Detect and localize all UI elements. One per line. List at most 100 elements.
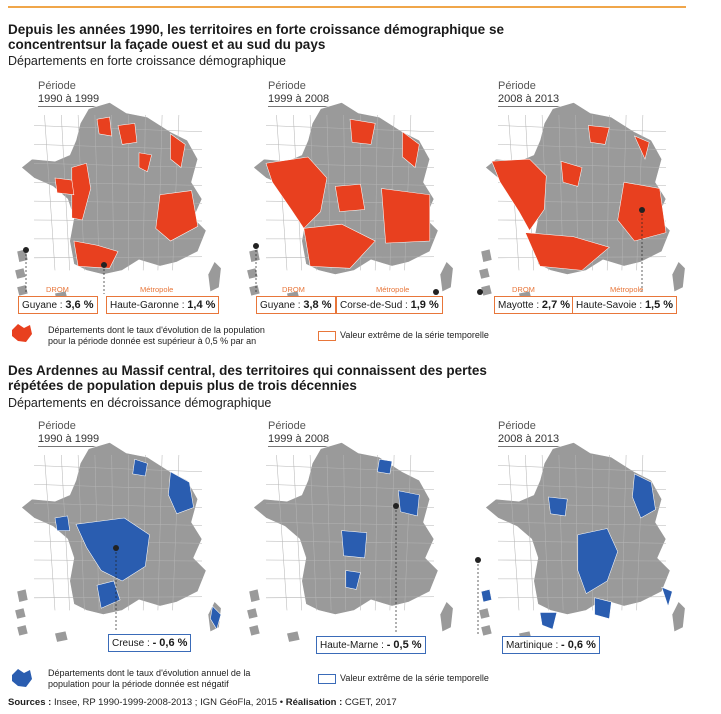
period-range: 2008 à 2013 [498, 433, 570, 447]
callout-value: 3,8 % [303, 299, 332, 311]
callout-name: Guyane : [260, 300, 304, 311]
drom-tag: DROM [282, 285, 305, 294]
department-border [61, 454, 70, 611]
france-map [247, 442, 453, 642]
callout-name: Guyane : [22, 300, 66, 311]
callout-name: Haute-Garonne : [110, 300, 188, 311]
highlighted-department [560, 160, 583, 187]
department-border [497, 596, 667, 599]
legend-fill-swatch-red [12, 324, 32, 342]
department-border [326, 454, 332, 611]
department-border [404, 454, 412, 611]
highlighted-department [491, 158, 547, 231]
highlighted-department [632, 473, 656, 519]
department-border [33, 465, 203, 473]
highlighted-department [54, 177, 75, 196]
department-border [33, 163, 203, 168]
highlighted-department [539, 612, 558, 630]
drom-shape [17, 625, 28, 636]
extreme-value-callout: Haute-Garonne : 1,4 % [106, 296, 220, 314]
period-range: 1999 à 2008 [268, 433, 340, 447]
highlighted-department [210, 605, 222, 630]
highlighted-department [96, 580, 121, 609]
department-border [157, 114, 163, 271]
drom-shape [249, 285, 260, 296]
drom-shape [17, 249, 28, 262]
department-border [541, 454, 549, 611]
drom-shape [247, 608, 258, 619]
highlighted-department [54, 515, 71, 531]
department-border [497, 125, 667, 133]
legend-box-swatch-orange [318, 331, 336, 341]
highlighted-department [548, 496, 568, 517]
highlighted-department [303, 223, 376, 269]
highlighted-department [587, 125, 610, 145]
legend-fill-text-2: Départements dont le taux d'évolution an… [48, 668, 251, 689]
drom-shape [249, 589, 260, 602]
drom-shape [15, 268, 26, 279]
highlighted-department [376, 458, 393, 475]
callout-value: 3,6 % [65, 299, 94, 311]
highlighted-department [138, 152, 152, 173]
department-border [525, 454, 534, 611]
corse-shape [672, 602, 685, 632]
department-border [558, 454, 564, 611]
corse-shape [440, 262, 453, 292]
section2-subtitle: Départements en décroissance démographiq… [8, 396, 272, 410]
department-border [606, 114, 610, 271]
period-label: Période 1999 à 2008 [268, 420, 340, 447]
department-border [142, 114, 146, 271]
highlighted-department [117, 123, 138, 145]
corse-shape [440, 602, 453, 632]
highlighted-department [661, 586, 673, 608]
metropole-tag: Métropole [140, 285, 174, 294]
extreme-value-callout: Haute-Savoie : 1,5 % [572, 296, 678, 314]
extreme-value-callout: Creuse : - 0,6 % [108, 634, 192, 652]
drom-shape [17, 589, 28, 602]
callout-name: Mayotte : [498, 300, 542, 311]
extreme-value-callout: Martinique : - 0,6 % [502, 636, 600, 654]
period-word: Période [268, 420, 306, 432]
highlighted-department [345, 570, 361, 590]
metropole-shape [252, 442, 439, 615]
france-map [479, 102, 685, 302]
department-border [265, 125, 435, 133]
callout-value: 2,7 % [541, 299, 571, 311]
period-label: Période 2008 à 2013 [498, 80, 570, 107]
highlighted-department [577, 528, 618, 594]
drom-shape [15, 608, 26, 619]
department-border [497, 465, 667, 473]
highlighted-department [349, 118, 376, 145]
department-border [33, 256, 203, 259]
france-map [15, 442, 222, 642]
highlighted-department [75, 517, 150, 582]
drom-tag: DROM [46, 285, 69, 294]
highlighted-department [398, 490, 420, 517]
legend-fill-text-1: Départements dont le taux d'évolution de… [48, 325, 265, 346]
drom-tag: DROM [512, 285, 535, 294]
drom-shape [481, 285, 492, 296]
highlighted-department [381, 188, 431, 244]
drom-shape [479, 608, 490, 619]
extreme-value-callout: Mayotte : 2,7 % [494, 296, 575, 314]
highlighted-department [402, 131, 420, 168]
sources-text: Insee, RP 1990-1999-2008-2013 ; IGN GéoF… [53, 697, 284, 708]
department-border [374, 114, 378, 271]
highlighted-department [594, 597, 612, 620]
legend-box-text-1: Valeur extrême de la série temporelle [340, 330, 489, 340]
metropole-shape [484, 102, 671, 275]
highlighted-department [168, 471, 194, 515]
extreme-value-callout: Guyane : 3,8 % [256, 296, 336, 314]
drom-shape [17, 285, 28, 296]
sources-line: Sources : Insee, RP 1990-1999-2008-2013 … [8, 697, 397, 708]
period-range: 1990 à 1999 [38, 433, 110, 447]
highlighted-department [96, 116, 112, 137]
corse-shape [672, 262, 685, 292]
period-label: Période 2008 à 2013 [498, 420, 570, 447]
department-border [157, 454, 163, 611]
drom-shape [479, 268, 490, 279]
department-border [497, 521, 667, 526]
legend-box-text-2: Valeur extrême de la série temporelle [340, 673, 489, 683]
callout-value: 1,5 % [644, 299, 674, 311]
highlighted-department [155, 190, 199, 242]
